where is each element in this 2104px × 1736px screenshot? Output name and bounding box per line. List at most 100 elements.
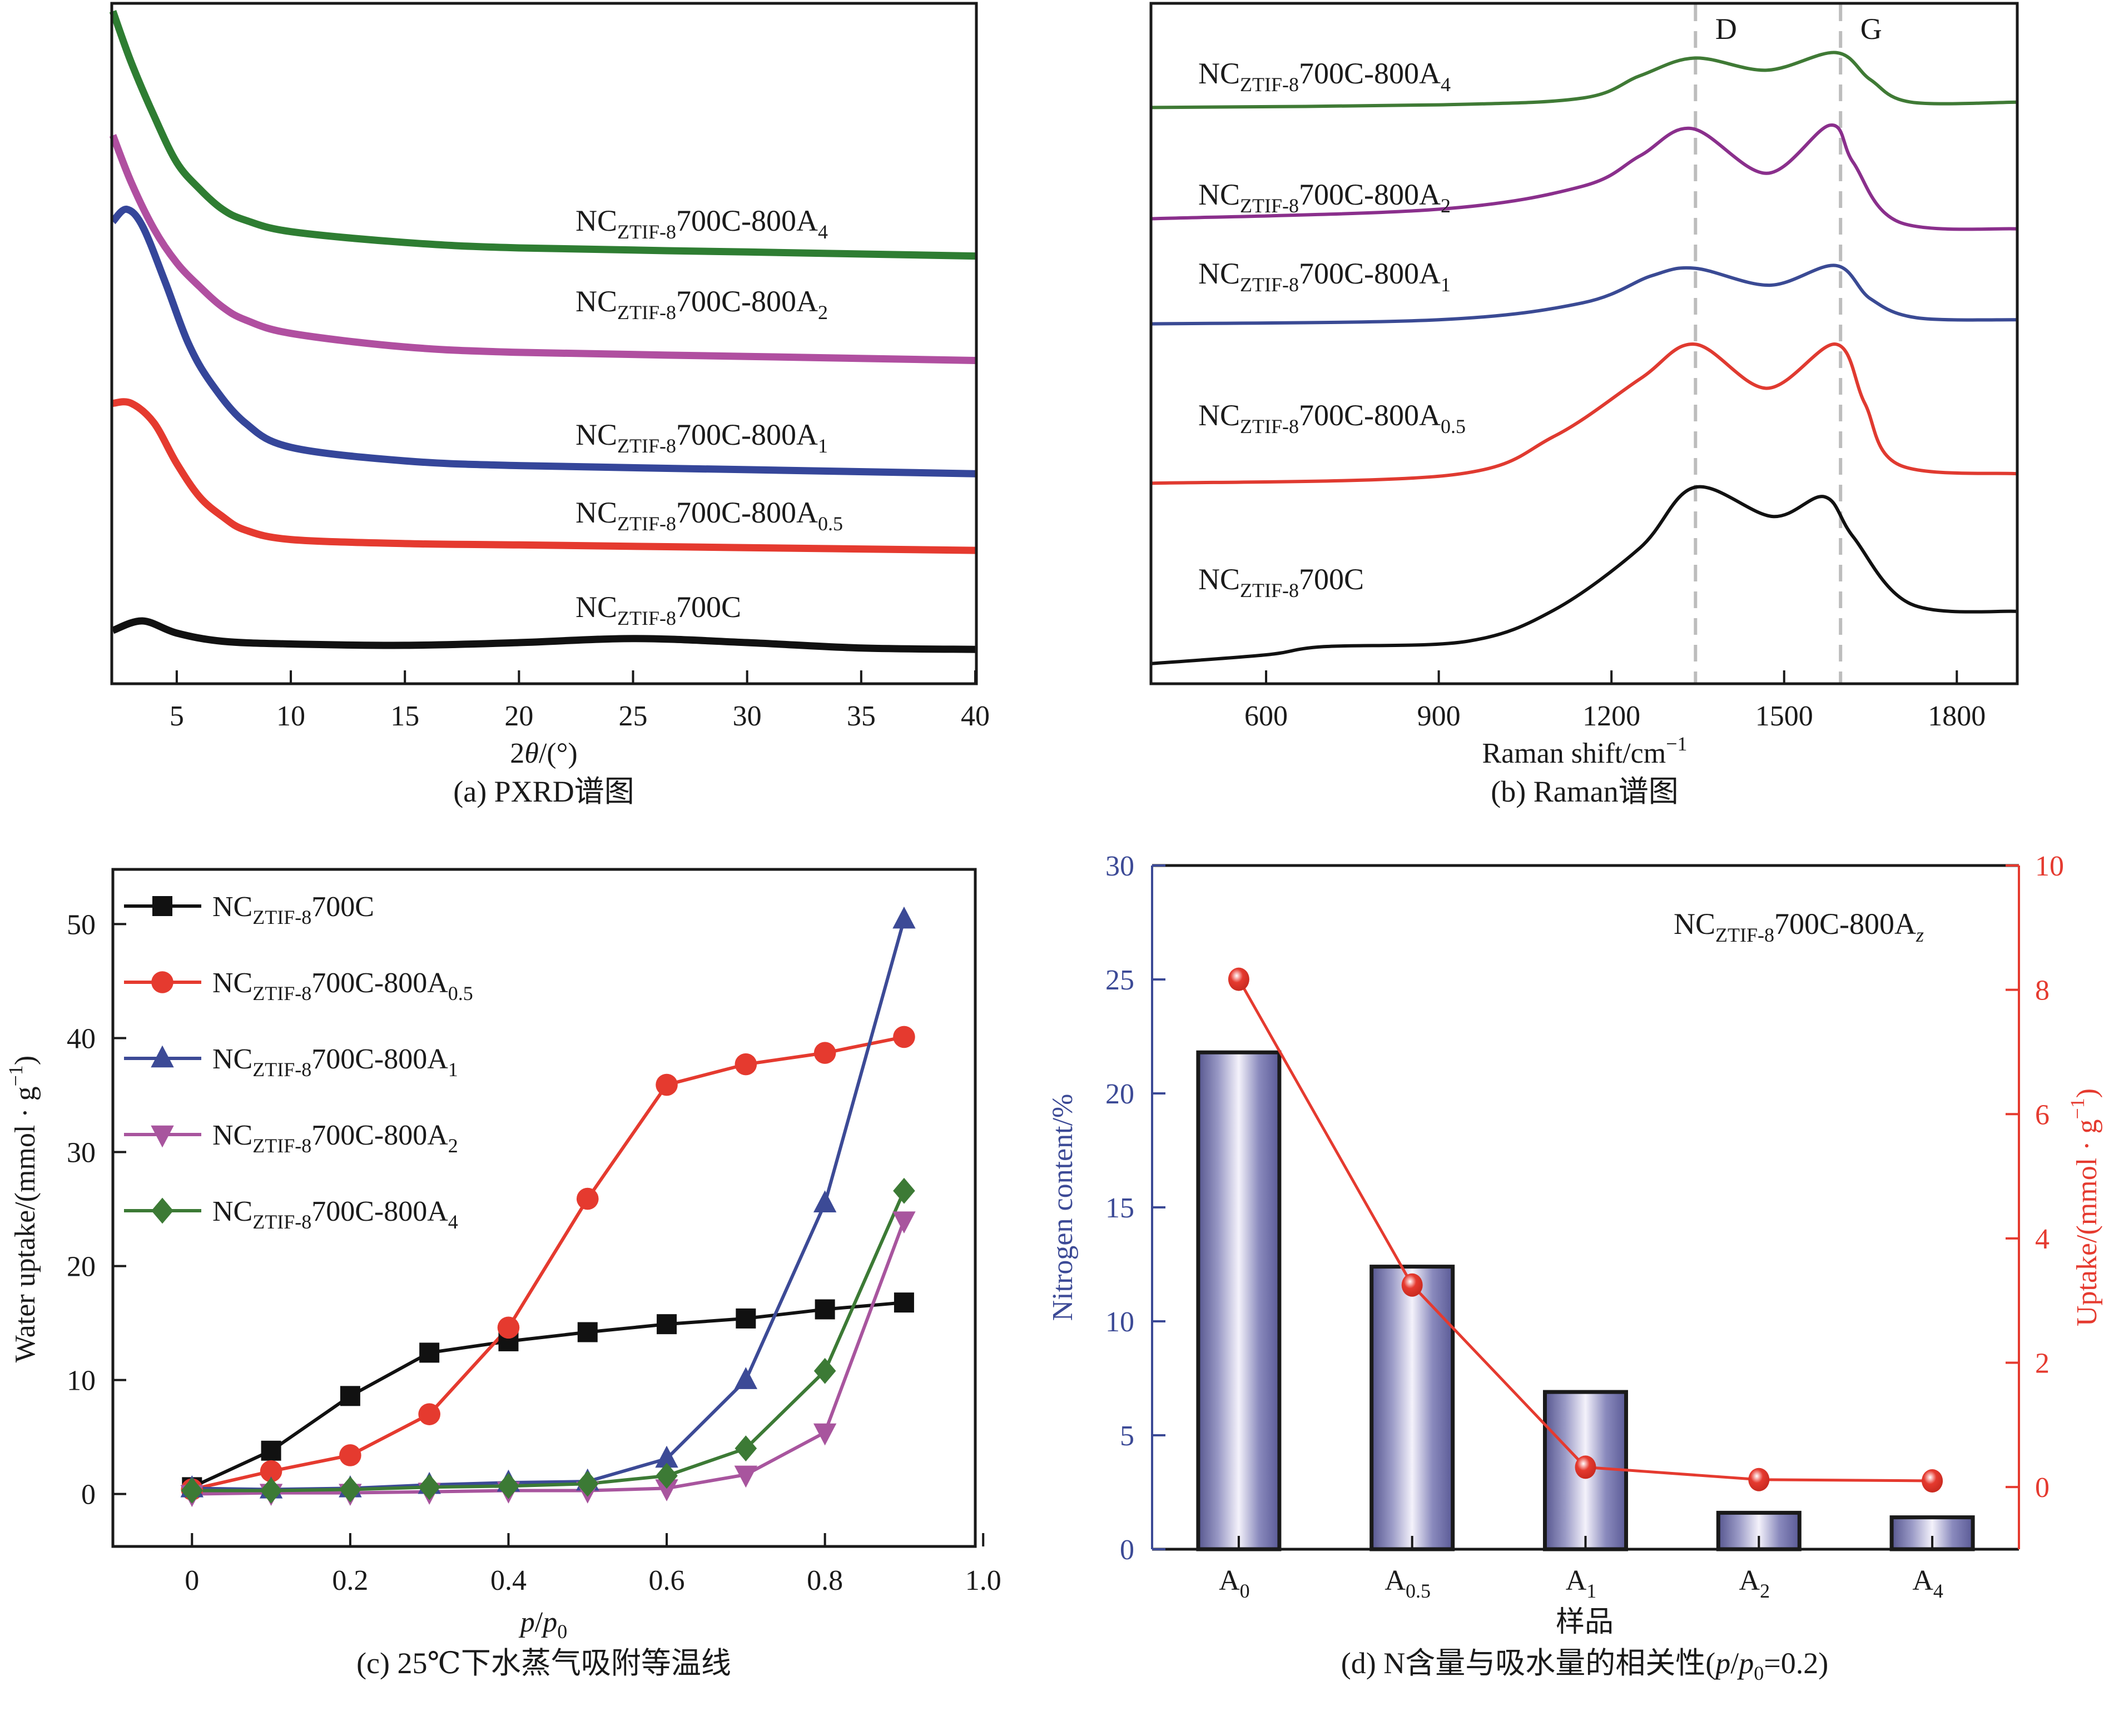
label-sub: ZTIF-8 (1240, 73, 1299, 96)
legend-label-0: NCZTIF-8700C (212, 891, 374, 928)
label-rest: 700C (1299, 563, 1364, 596)
isotherm-x-tick-label: 0.2 (332, 1565, 368, 1596)
uptake-point-A0 (1228, 967, 1249, 991)
pxrd-trace-label-2: NCZTIF-8700C-800A1 (575, 418, 828, 457)
label-main: NC (575, 285, 617, 318)
isotherm-y-tick-label: 10 (67, 1365, 96, 1397)
raman-trace-1 (1150, 123, 2018, 231)
pxrd-caption: (a) PXRD谱图 (453, 775, 634, 808)
raman-trace-labels: NCZTIF-8700C-800A4NCZTIF-8700C-800A2NCZT… (1198, 57, 1466, 601)
pxrd-x-tick-label: 5 (170, 700, 184, 732)
label-sub: ZTIF-8 (617, 607, 676, 629)
d-x-tick-label: A1 (1566, 1565, 1597, 1602)
d-right-tick-label: 8 (2035, 975, 2050, 1007)
label-sub: ZTIF-8 (1240, 195, 1299, 217)
label-sub: ZTIF-8 (1240, 579, 1299, 601)
isotherm-legend: NCZTIF-8700CNCZTIF-8700C-800A0.5NCZTIF-8… (124, 891, 473, 1233)
cat-sub: 0 (1240, 1580, 1250, 1602)
label-rest: 700C-800A (311, 1120, 448, 1151)
nitrogen-bar-A0.5 (1369, 1265, 1455, 1551)
isotherm-y-tick-label: 40 (67, 1023, 96, 1054)
raman-trace-label-4: NCZTIF-8700C (1198, 563, 1364, 601)
raman-ref-label-G: G (1860, 12, 1882, 46)
isotherm-y-tick-label: 30 (67, 1137, 96, 1169)
legend-marker-4 (151, 1197, 173, 1224)
label-sub2: 4 (1441, 73, 1451, 96)
label-main: NC (575, 204, 617, 237)
label-main: NC (1198, 257, 1240, 290)
isotherm-point-0-3 (419, 1342, 440, 1363)
label-sub2: 1 (448, 1058, 458, 1081)
raman-trace-label-0: NCZTIF-8700C-800A4 (1198, 57, 1451, 96)
pxrd-trace-label-0: NCZTIF-8700C-800A4 (575, 204, 828, 243)
cat-sub: 4 (1933, 1580, 1943, 1602)
raman-caption: (b) Raman谱图 (1491, 775, 1678, 808)
pxrd-x-tick-label: 40 (961, 700, 990, 732)
label-main: NC (212, 1120, 252, 1151)
isotherm-point-1-7 (735, 1053, 757, 1076)
legend-marker-0 (152, 896, 172, 916)
label-sub: ZTIF-8 (617, 435, 676, 457)
raman-trace-label-3: NCZTIF-8700C-800A0.5 (1198, 399, 1466, 437)
label-sub: ZTIF-8 (617, 221, 676, 243)
raman-plot-frame (1149, 2, 2019, 685)
label-main: NC (212, 891, 252, 923)
isotherm-point-3-9 (892, 1211, 916, 1233)
label-main: NC (1198, 563, 1240, 596)
cat-main: A (1739, 1565, 1760, 1596)
isotherm-point-3-7 (734, 1465, 758, 1488)
d-left-tick-label: 30 (1105, 850, 1134, 882)
panel-a-pxrd: NCZTIF-8700C-800A4NCZTIF-8700C-800A2NCZT… (109, 2, 990, 808)
isotherm-line-1 (191, 1035, 905, 1491)
raman-x-tick-label: 1800 (1928, 700, 1986, 732)
d-left-tick-label: 20 (1105, 1078, 1134, 1110)
isotherm-series (180, 906, 916, 1508)
raman-x-tick-label: 1200 (1582, 700, 1640, 732)
isotherm-point-4-2 (339, 1476, 361, 1503)
pxrd-trace-0 (109, 10, 976, 260)
isotherm-point-4-1 (260, 1478, 282, 1504)
label-rest: 700C-800A (311, 967, 448, 999)
pxrd-x-tick-label: 30 (733, 700, 762, 732)
d-left-tick-label: 0 (1120, 1534, 1134, 1566)
label-main: NC (1198, 178, 1240, 211)
label-rest: 700C (311, 891, 374, 923)
label-main: NC (1198, 399, 1240, 432)
d-right-axis-title: Uptake/(mmol · g−1) (2066, 1088, 2103, 1326)
isotherm-x-tick-label: 0.8 (807, 1565, 843, 1596)
isotherm-y-axis-title: Water uptake/(mmol · g−1) (4, 1056, 41, 1363)
nitrogen-bar-A0 (1196, 1050, 1282, 1551)
label-rest: 700C-800A (1299, 178, 1441, 211)
isotherm-point-0-8 (815, 1299, 835, 1320)
legend-label-1: NCZTIF-8700C-800A0.5 (212, 967, 473, 1004)
d-annotation: NCZTIF-8700C-800Az (1674, 907, 1924, 946)
cat-main: A (1912, 1565, 1933, 1596)
isotherm-y-tick-label: 20 (67, 1251, 96, 1283)
isotherm-ticks: 0 0.2 0.4 0.6 0.8 1.0 0 10 20 30 40 50 (67, 909, 1001, 1596)
cat-main: A (1566, 1565, 1587, 1596)
label-main: NC (575, 590, 617, 624)
label-rest: 700C-800A (1299, 57, 1441, 90)
pxrd-trace-2 (110, 205, 976, 477)
label-rest: 700C-800A (676, 496, 818, 529)
label-sub: ZTIF-8 (1240, 415, 1299, 437)
legend-marker-1 (151, 971, 173, 993)
isotherm-point-1-8 (813, 1042, 836, 1064)
isotherm-point-4-8 (813, 1357, 836, 1384)
pxrd-x-tick-label: 15 (390, 700, 419, 732)
isotherm-point-0-9 (894, 1292, 914, 1313)
uptake-point-A4 (1922, 1469, 1943, 1493)
legend-marker-2 (151, 1045, 174, 1068)
raman-x-tick-label: 1500 (1755, 700, 1813, 732)
d-right-tick-label: 10 (2035, 850, 2064, 882)
cat-sub: 0.5 (1406, 1580, 1431, 1602)
cat-sub: 2 (1760, 1580, 1770, 1602)
isotherm-x-tick-label: 0 (185, 1565, 199, 1596)
raman-traces (1150, 51, 2018, 665)
pxrd-x-axis-title: 2θ/(°) (510, 738, 577, 769)
cat-main: A (1219, 1565, 1240, 1596)
label-main: NC (575, 418, 617, 451)
d-x-tick-label: A0.5 (1385, 1565, 1431, 1602)
uptake-point-A1 (1575, 1455, 1596, 1479)
